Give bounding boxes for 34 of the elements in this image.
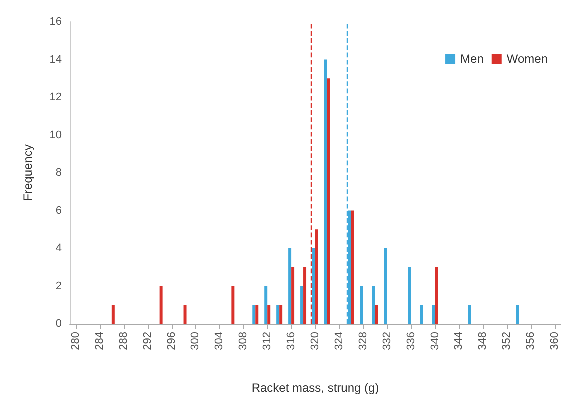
y-tick-label: 4 [56,242,62,254]
x-tick-label: 300 [190,332,202,350]
x-tick-label: 288 [118,332,130,350]
x-tick-label: 344 [453,332,466,350]
y-tick-label: 16 [50,16,62,28]
legend-label: Men [460,52,484,66]
x-tick-label: 348 [477,332,490,350]
x-tick-label: 304 [214,332,226,350]
x-tick-label: 308 [238,332,250,350]
x-tick-label: 320 [310,332,322,350]
legend-label: Women [506,52,548,66]
y-tick-label: 6 [56,204,62,217]
y-axis-title: Frequency [21,144,35,202]
x-axis-title: Racket mass, strung (g) [252,381,380,395]
x-tick-label: 292 [142,332,154,350]
y-tick-label: 2 [56,280,62,292]
y-tick-label: 8 [56,167,62,179]
x-tick-label: 336 [405,332,418,350]
x-tick-label: 352 [501,332,514,350]
x-tick-label: 280 [70,332,82,350]
y-tick-label: 12 [50,92,62,104]
y-tick-label: 0 [56,318,62,330]
x-tick-label: 284 [94,332,106,350]
x-tick-label: 296 [166,332,178,350]
x-tick-label: 332 [381,332,394,350]
x-tick-label: 340 [429,332,442,350]
x-tick-label: 356 [525,332,538,350]
x-tick-label: 360 [549,332,562,350]
x-tick-label: 316 [286,332,298,350]
x-tick-label: 328 [357,332,370,350]
x-tick-label: 312 [262,332,274,350]
y-tick-label: 14 [50,54,62,66]
y-tick-label: 10 [50,129,62,142]
x-tick-label: 324 [333,332,346,350]
